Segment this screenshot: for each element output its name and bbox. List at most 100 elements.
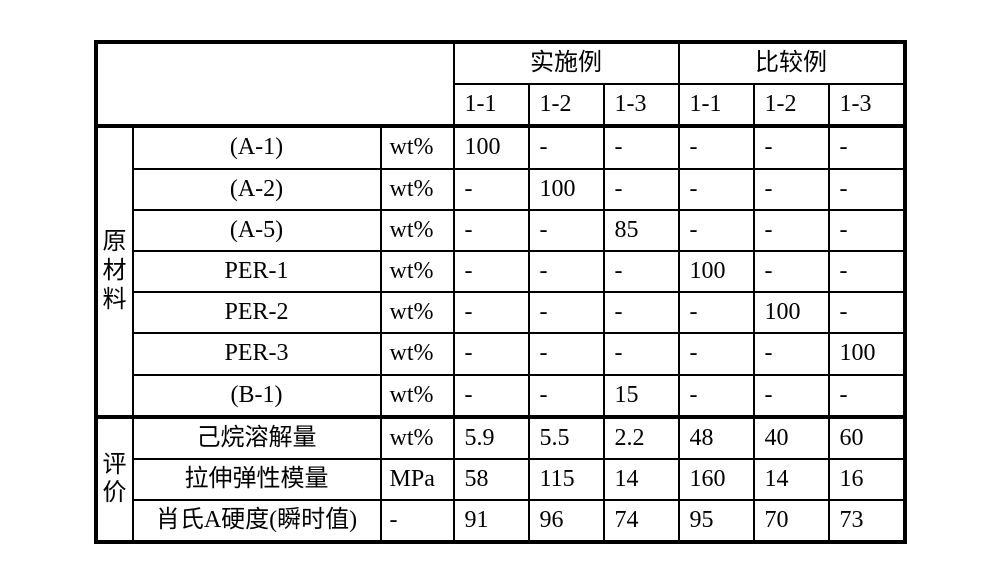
cell: 70 <box>754 500 829 542</box>
row-label: (B-1) <box>133 375 381 417</box>
cell: - <box>829 169 905 210</box>
table-row: 拉伸弹性模量MPa58115141601416 <box>96 459 905 500</box>
sub-1-2b: 1-2 <box>754 84 829 126</box>
row-label: PER-1 <box>133 251 381 292</box>
row-label: PER-2 <box>133 292 381 333</box>
row-label: PER-3 <box>133 333 381 374</box>
cell: 73 <box>829 500 905 542</box>
sub-1-3b: 1-3 <box>829 84 905 126</box>
table-row: (A-5)wt%--85--- <box>96 210 905 251</box>
cell: - <box>529 126 604 168</box>
cell: - <box>604 251 679 292</box>
table-row: (B-1)wt%--15--- <box>96 375 905 417</box>
cell: 58 <box>454 459 529 500</box>
sub-1-1b: 1-1 <box>679 84 754 126</box>
cell: - <box>679 333 754 374</box>
row-label: 拉伸弹性模量 <box>133 459 381 500</box>
cell: - <box>529 333 604 374</box>
cell: 40 <box>754 417 829 459</box>
row-label: 己烷溶解量 <box>133 417 381 459</box>
row-unit: - <box>381 500 454 542</box>
cell: 100 <box>454 126 529 168</box>
cell: 16 <box>829 459 905 500</box>
cell: 160 <box>679 459 754 500</box>
cell: 14 <box>754 459 829 500</box>
cell: - <box>829 251 905 292</box>
cell: - <box>454 169 529 210</box>
cell: 100 <box>529 169 604 210</box>
cell: - <box>754 126 829 168</box>
section-label-materials: 原材料 <box>96 126 133 416</box>
cell: - <box>754 210 829 251</box>
cell: 100 <box>829 333 905 374</box>
cell: - <box>829 375 905 417</box>
header-blank <box>96 42 454 126</box>
cell: - <box>454 292 529 333</box>
cell: 60 <box>829 417 905 459</box>
cell: - <box>604 169 679 210</box>
table-row: 肖氏A硬度(瞬时值)-919674957073 <box>96 500 905 542</box>
cell: 100 <box>754 292 829 333</box>
cell: 5.9 <box>454 417 529 459</box>
data-table: 实施例 比较例 1-1 1-2 1-3 1-1 1-2 1-3 原材料(A-1)… <box>94 40 907 544</box>
sub-1-1a: 1-1 <box>454 84 529 126</box>
cell: - <box>529 251 604 292</box>
row-label: (A-2) <box>133 169 381 210</box>
table-row: PER-2wt%----100- <box>96 292 905 333</box>
cell: - <box>829 210 905 251</box>
cell: 100 <box>679 251 754 292</box>
cell: 5.5 <box>529 417 604 459</box>
row-unit: wt% <box>381 126 454 168</box>
cell: - <box>454 333 529 374</box>
row-unit: wt% <box>381 375 454 417</box>
row-unit: wt% <box>381 292 454 333</box>
cell: 91 <box>454 500 529 542</box>
row-unit: wt% <box>381 333 454 374</box>
cell: - <box>454 210 529 251</box>
cell: 14 <box>604 459 679 500</box>
cell: - <box>454 251 529 292</box>
cell: 85 <box>604 210 679 251</box>
cell: 115 <box>529 459 604 500</box>
cell: - <box>829 292 905 333</box>
cell: - <box>604 292 679 333</box>
table-row: (A-2)wt%-100---- <box>96 169 905 210</box>
row-label: (A-5) <box>133 210 381 251</box>
row-label: (A-1) <box>133 126 381 168</box>
row-unit: MPa <box>381 459 454 500</box>
row-unit: wt% <box>381 210 454 251</box>
cell: 95 <box>679 500 754 542</box>
cell: 74 <box>604 500 679 542</box>
section-label-evaluation: 评价 <box>96 417 133 543</box>
row-unit: wt% <box>381 251 454 292</box>
cell: - <box>529 292 604 333</box>
table-row: 评价己烷溶解量wt%5.95.52.2484060 <box>96 417 905 459</box>
row-label: 肖氏A硬度(瞬时值) <box>133 500 381 542</box>
table-row: 原材料(A-1)wt%100----- <box>96 126 905 168</box>
row-unit: wt% <box>381 417 454 459</box>
table-row: PER-3wt%-----100 <box>96 333 905 374</box>
cell: - <box>679 292 754 333</box>
cell: - <box>679 169 754 210</box>
cell: - <box>679 210 754 251</box>
cell: 48 <box>679 417 754 459</box>
cell: - <box>754 251 829 292</box>
cell: 96 <box>529 500 604 542</box>
cell: - <box>679 126 754 168</box>
cell: - <box>604 126 679 168</box>
table-row: PER-1wt%---100-- <box>96 251 905 292</box>
cell: 15 <box>604 375 679 417</box>
cell: - <box>754 169 829 210</box>
cell: - <box>529 210 604 251</box>
cell: - <box>529 375 604 417</box>
cell: - <box>679 375 754 417</box>
cell: 2.2 <box>604 417 679 459</box>
row-unit: wt% <box>381 169 454 210</box>
cell: - <box>604 333 679 374</box>
header-row-groups: 实施例 比较例 <box>96 42 905 84</box>
cell: - <box>754 333 829 374</box>
sub-1-2a: 1-2 <box>529 84 604 126</box>
sub-1-3a: 1-3 <box>604 84 679 126</box>
cell: - <box>829 126 905 168</box>
header-examples: 实施例 <box>454 42 679 84</box>
